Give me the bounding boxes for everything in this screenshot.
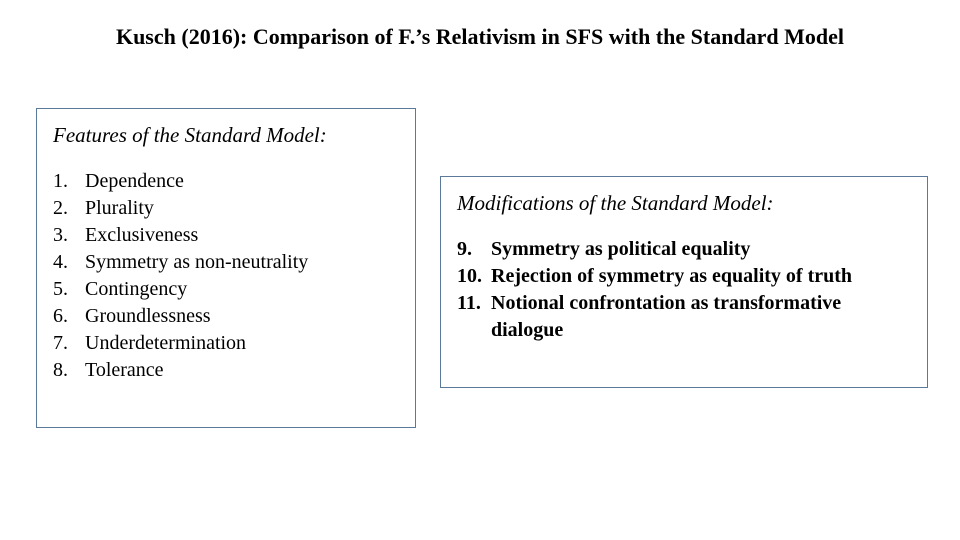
page-title: Kusch (2016): Comparison of F.’s Relativ… bbox=[0, 24, 960, 50]
list-item-text: Symmetry as political equality bbox=[491, 236, 911, 263]
modifications-heading: Modifications of the Standard Model: bbox=[457, 191, 911, 216]
list-item-text: Tolerance bbox=[85, 357, 399, 384]
list-item-number: 3. bbox=[53, 222, 85, 249]
list-item: 2. Plurality bbox=[53, 195, 399, 222]
list-item: 6. Groundlessness bbox=[53, 303, 399, 330]
list-item-number: 11. bbox=[457, 290, 491, 317]
list-item-number: 4. bbox=[53, 249, 85, 276]
features-box: Features of the Standard Model: 1. Depen… bbox=[36, 108, 416, 428]
list-item-text: Plurality bbox=[85, 195, 399, 222]
list-item-number: 7. bbox=[53, 330, 85, 357]
list-item-number: 6. bbox=[53, 303, 85, 330]
list-item: 1. Dependence bbox=[53, 168, 399, 195]
list-item-number: 1. bbox=[53, 168, 85, 195]
list-item-number: 10. bbox=[457, 263, 491, 290]
list-item-text: Exclusiveness bbox=[85, 222, 399, 249]
list-item-number: 2. bbox=[53, 195, 85, 222]
list-item: 11. Notional confrontation as transforma… bbox=[457, 290, 911, 317]
list-item: 8. Tolerance bbox=[53, 357, 399, 384]
list-item-number: 5. bbox=[53, 276, 85, 303]
list-item-number: 9. bbox=[457, 236, 491, 263]
list-item-text: Groundlessness bbox=[85, 303, 399, 330]
list-item: 7. Underdetermination bbox=[53, 330, 399, 357]
list-item: 4. Symmetry as non-neutrality bbox=[53, 249, 399, 276]
list-item-text: dialogue bbox=[491, 317, 911, 344]
modifications-list: 9. Symmetry as political equality 10. Re… bbox=[457, 236, 911, 344]
list-item: 10. Rejection of symmetry as equality of… bbox=[457, 263, 911, 290]
list-item-text: Contingency bbox=[85, 276, 399, 303]
list-item-text: Notional confrontation as transformative bbox=[491, 290, 911, 317]
list-item: 9. Symmetry as political equality bbox=[457, 236, 911, 263]
list-item: dialogue bbox=[457, 317, 911, 344]
list-item-text: Rejection of symmetry as equality of tru… bbox=[491, 263, 911, 290]
list-item-number: 8. bbox=[53, 357, 85, 384]
list-item-text: Dependence bbox=[85, 168, 399, 195]
list-item-text: Underdetermination bbox=[85, 330, 399, 357]
features-heading: Features of the Standard Model: bbox=[53, 123, 399, 148]
modifications-box: Modifications of the Standard Model: 9. … bbox=[440, 176, 928, 388]
list-item: 3. Exclusiveness bbox=[53, 222, 399, 249]
features-list: 1. Dependence 2. Plurality 3. Exclusiven… bbox=[53, 168, 399, 384]
list-item: 5. Contingency bbox=[53, 276, 399, 303]
list-item-text: Symmetry as non-neutrality bbox=[85, 249, 399, 276]
